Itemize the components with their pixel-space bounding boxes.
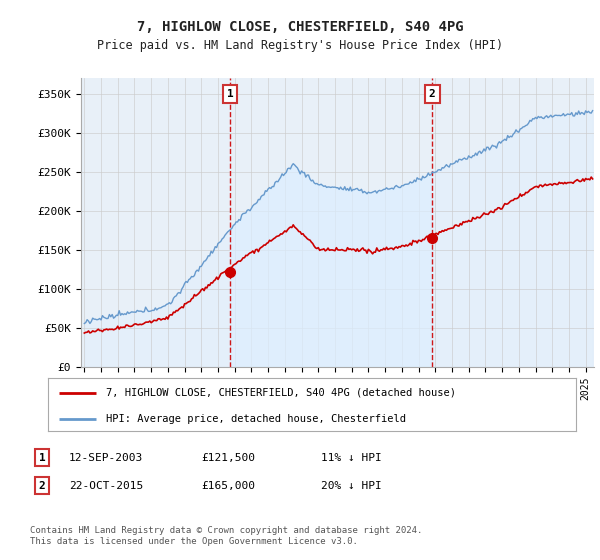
Text: 2: 2 (429, 89, 436, 99)
Text: 20% ↓ HPI: 20% ↓ HPI (321, 480, 382, 491)
Text: £121,500: £121,500 (201, 452, 255, 463)
Text: 2: 2 (38, 480, 46, 491)
Text: 12-SEP-2003: 12-SEP-2003 (69, 452, 143, 463)
Text: 7, HIGHLOW CLOSE, CHESTERFIELD, S40 4PG (detached house): 7, HIGHLOW CLOSE, CHESTERFIELD, S40 4PG … (106, 388, 456, 398)
Text: 22-OCT-2015: 22-OCT-2015 (69, 480, 143, 491)
Text: 7, HIGHLOW CLOSE, CHESTERFIELD, S40 4PG: 7, HIGHLOW CLOSE, CHESTERFIELD, S40 4PG (137, 20, 463, 34)
Text: Contains HM Land Registry data © Crown copyright and database right 2024.
This d: Contains HM Land Registry data © Crown c… (30, 526, 422, 546)
Text: HPI: Average price, detached house, Chesterfield: HPI: Average price, detached house, Ches… (106, 414, 406, 424)
Text: 1: 1 (227, 89, 233, 99)
Text: 11% ↓ HPI: 11% ↓ HPI (321, 452, 382, 463)
Text: 1: 1 (38, 452, 46, 463)
Text: Price paid vs. HM Land Registry's House Price Index (HPI): Price paid vs. HM Land Registry's House … (97, 39, 503, 52)
Text: £165,000: £165,000 (201, 480, 255, 491)
